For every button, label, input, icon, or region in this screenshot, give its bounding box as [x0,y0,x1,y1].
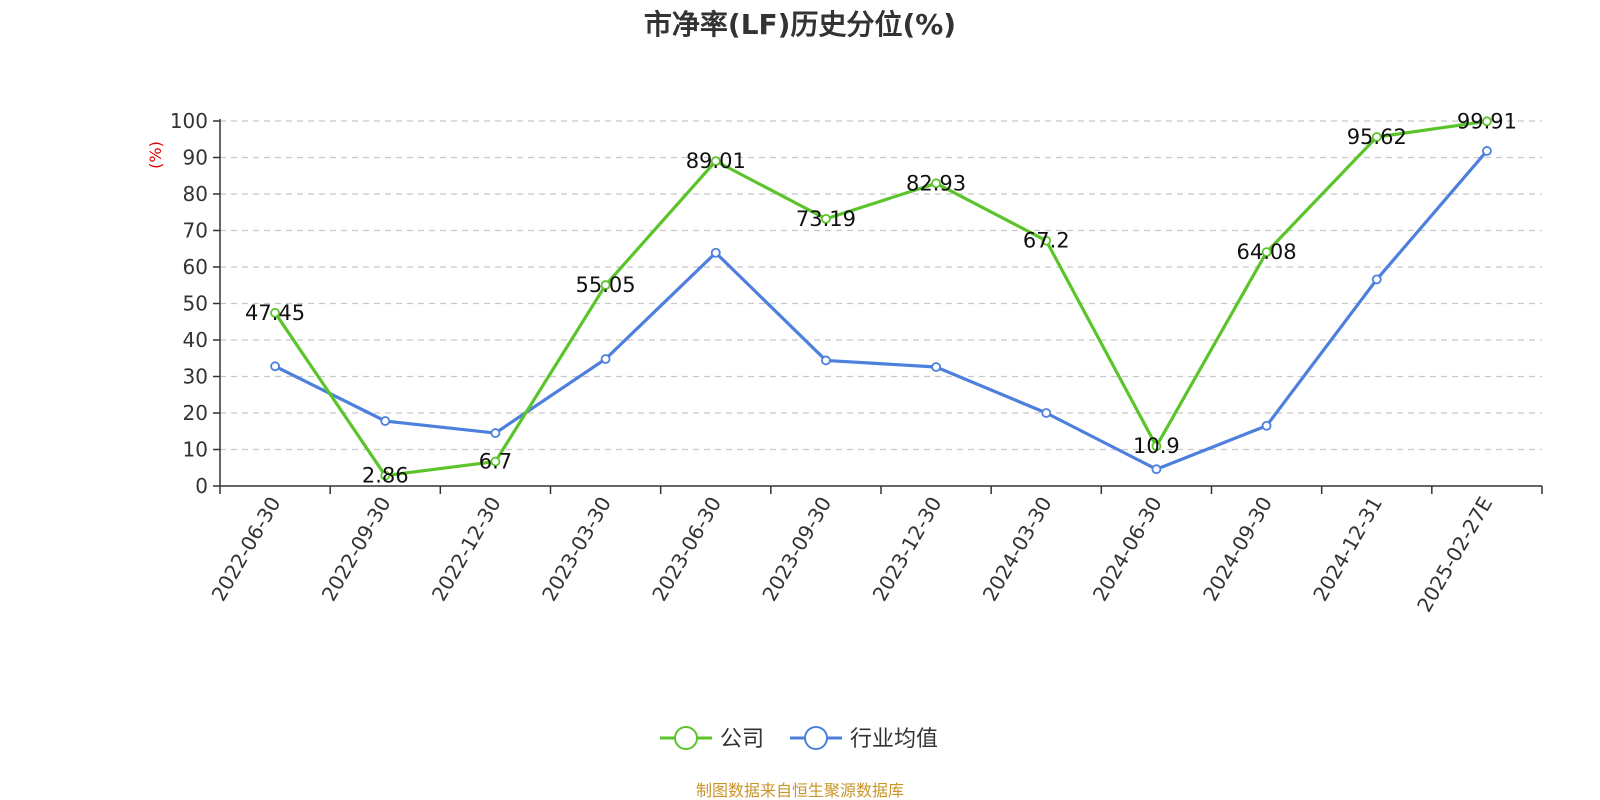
data-label: 10.9 [1133,434,1180,458]
data-label: 2.86 [362,464,409,488]
data-point[interactable] [821,213,831,224]
data-point[interactable] [1371,274,1382,285]
x-tick-label: 2024-03-30 [978,493,1057,606]
y-tick-label: 80 [183,182,208,206]
data-label: 6.7 [479,450,512,474]
y-tick-label: 100 [170,109,208,133]
x-tick-label: 2023-06-30 [647,493,726,606]
legend-marker-1[interactable] [804,726,828,750]
x-tick-label: 2022-06-30 [207,493,286,606]
data-point[interactable] [270,361,280,372]
data-label: 47.45 [245,301,305,325]
legend-label-0[interactable]: 公司 [720,727,764,752]
x-tick-label: 2022-09-30 [317,493,396,606]
gridlines [220,120,1542,451]
series-line-1 [274,149,1489,471]
data-point[interactable] [1151,464,1162,475]
data-label: 89.01 [686,149,746,173]
data-label: 55.05 [576,273,636,297]
x-tick-label: 2023-03-30 [537,493,616,606]
data-point[interactable] [1151,441,1162,452]
y-tick-label: 60 [183,255,208,279]
data-label: 73.19 [796,207,856,231]
data-point[interactable] [1261,247,1272,258]
chart-title: 市净率(LF)历史分位(%) [644,8,956,41]
y-tick-label: 20 [183,401,208,425]
data-point[interactable] [270,307,280,318]
data-point[interactable] [380,416,391,426]
data-label: 82.93 [906,171,966,195]
data-point[interactable] [1371,132,1382,142]
x-tick-label: 2023-12-30 [868,493,947,606]
x-tick-label: 2025-02-27E [1412,493,1497,617]
y-tick-label: 10 [183,438,208,462]
y-tick-label: 50 [183,292,208,316]
x-tick-label: 2024-12-31 [1308,493,1387,606]
data-label: 95.62 [1347,125,1407,149]
x-tick-label: 2022-12-30 [427,493,506,606]
x-tick-label: 2024-09-30 [1198,493,1277,606]
data-labels: 47.45 2.86 6.7 55.05 89.01 73.19 82.93 67.2 10.9… [245,109,1517,487]
legend-label-1[interactable]: 行业均值 [850,727,938,752]
data-point[interactable] [931,178,941,189]
data-point[interactable] [710,156,721,167]
data-label: 67.2 [1023,229,1070,253]
data-point[interactable] [380,470,391,481]
data-point[interactable] [710,247,721,258]
data-point[interactable] [490,428,501,438]
y-tick-label: 70 [183,219,208,243]
x-tick-label: 2023-09-30 [757,493,836,606]
x-tick-label: 2024-06-30 [1088,493,1167,606]
series-group [270,116,1492,481]
data-point[interactable] [1482,116,1492,127]
y-tick-label: 40 [183,328,208,352]
y-tick-label: 30 [183,365,208,389]
data-point[interactable] [1482,146,1492,156]
data-point[interactable] [821,355,831,366]
data-point[interactable] [490,456,501,467]
data-source-note: 制图数据来自恒生聚源数据库 [696,781,904,800]
y-axis-label: (%) [146,141,165,169]
data-point[interactable] [931,362,941,372]
legend[interactable]: 公司 行业均值 [660,726,938,752]
data-label: 99.91 [1457,109,1517,133]
data-point[interactable] [600,280,611,290]
data-label: 64.08 [1237,240,1297,264]
y-tick-label: 0 [195,474,208,498]
data-point[interactable] [1041,235,1052,246]
data-point[interactable] [600,354,611,364]
legend-marker-0[interactable] [674,726,698,750]
data-point[interactable] [1261,420,1272,431]
series-line-0 [273,119,1488,478]
y-tick-label: 90 [183,146,208,170]
data-point[interactable] [1041,408,1052,418]
